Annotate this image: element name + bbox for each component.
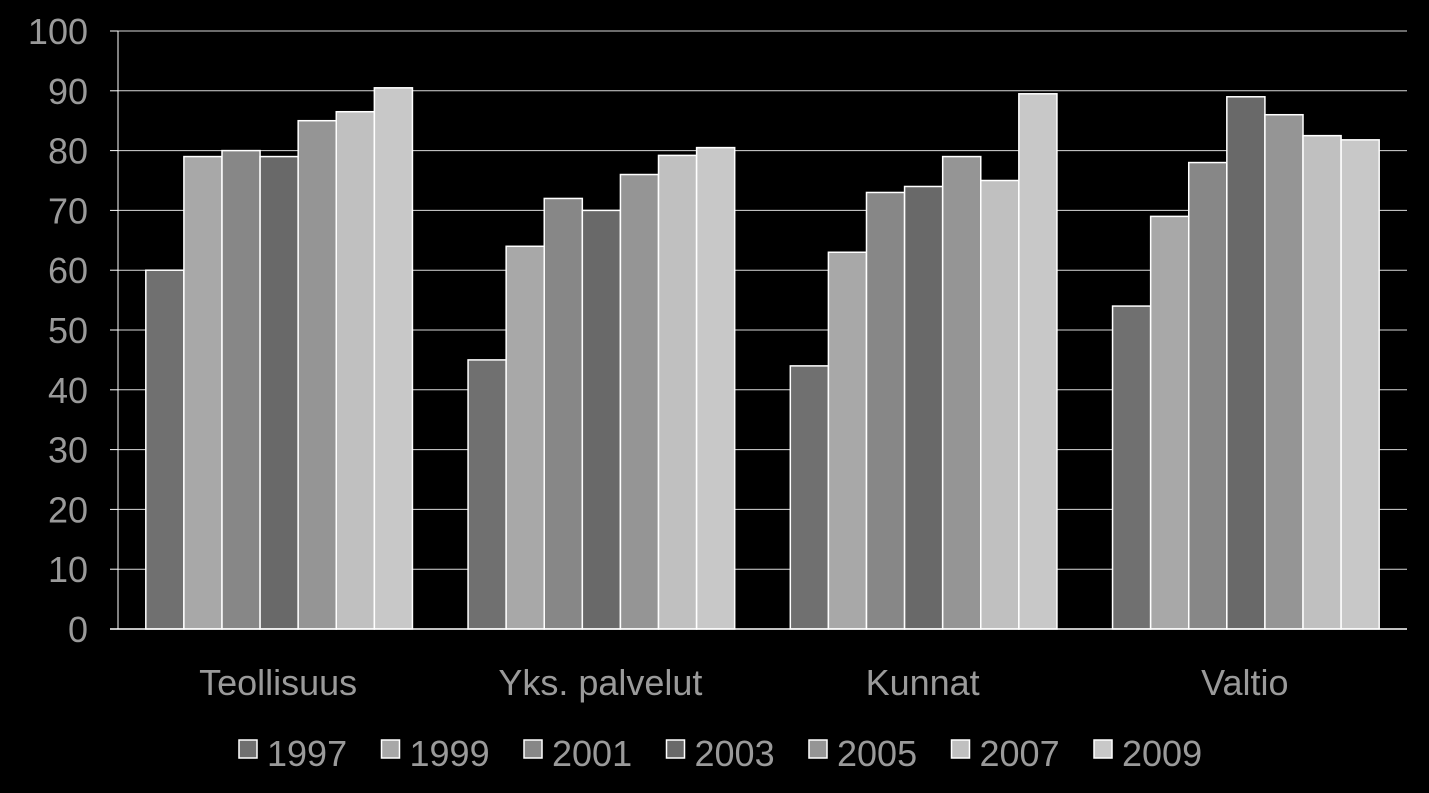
x-tick-label: Yks. palvelut xyxy=(498,662,702,703)
bar-2001-3 xyxy=(1187,161,1228,630)
bar-2007-2 xyxy=(980,179,1020,630)
bar-1997-2 xyxy=(789,365,830,630)
bar-2001-0 xyxy=(221,149,261,630)
bar-2003-2 xyxy=(903,185,944,630)
y-tick-label: 60 xyxy=(48,250,88,291)
x-axis-ticks: Teollisuus Yks. palvelut Kunnat Valtio xyxy=(199,662,1288,703)
legend-swatch-2003 xyxy=(665,739,686,759)
bar-2009-3 xyxy=(1340,139,1380,630)
bar-2005-3 xyxy=(1264,113,1304,630)
bar-2003-1 xyxy=(581,209,622,630)
bar-2007-0 xyxy=(335,110,376,630)
x-tick-label: Kunnat xyxy=(866,662,980,703)
legend-label: 2007 xyxy=(980,733,1060,774)
bar-1997-0 xyxy=(145,269,185,630)
bar-1999-1 xyxy=(505,245,545,630)
legend-swatch-2009 xyxy=(1093,739,1113,759)
bar-2009-1 xyxy=(695,146,736,630)
y-tick-label: 20 xyxy=(48,489,88,530)
x-tick-label: Valtio xyxy=(1201,662,1288,703)
bar-2001-1 xyxy=(543,197,584,630)
bar-2003-0 xyxy=(259,155,299,630)
bar-2003-3 xyxy=(1226,96,1266,630)
bar-2005-0 xyxy=(297,119,338,630)
legend-swatch-2007 xyxy=(950,739,971,759)
bar-2007-1 xyxy=(657,154,698,630)
bar-2009-0 xyxy=(373,87,414,630)
bar-1999-0 xyxy=(183,155,223,630)
bar-1997-3 xyxy=(1111,305,1152,630)
legend-label: 1997 xyxy=(267,733,347,774)
y-tick-label: 70 xyxy=(48,190,88,231)
y-tick-label: 90 xyxy=(48,71,88,112)
y-tick-label: 50 xyxy=(48,310,88,351)
bar-1997-1 xyxy=(467,359,507,630)
legend-swatch-2001 xyxy=(523,739,543,759)
y-tick-label: 30 xyxy=(48,430,88,471)
bar-2009-2 xyxy=(1018,93,1058,630)
bars xyxy=(110,87,1407,630)
y-tick-label: 0 xyxy=(68,609,88,650)
legend-swatch-2005 xyxy=(808,739,828,759)
y-tick-label: 100 xyxy=(28,11,88,52)
bar-2005-1 xyxy=(619,173,660,630)
y-axis-ticks: 0 10 20 30 40 50 60 70 80 90 100 xyxy=(28,11,88,650)
bar-2007-3 xyxy=(1302,134,1342,630)
x-tick-label: Teollisuus xyxy=(199,662,357,703)
bar-1999-3 xyxy=(1149,215,1190,630)
legend-label: 2003 xyxy=(695,733,775,774)
bar-2005-2 xyxy=(941,155,982,630)
bar-2001-2 xyxy=(865,191,906,630)
y-tick-label: 10 xyxy=(48,549,88,590)
legend: 1997 1999 2001 2003 2005 2007 2009 xyxy=(238,733,1202,774)
legend-label: 1999 xyxy=(410,733,490,774)
legend-label: 2009 xyxy=(1122,733,1202,774)
y-tick-label: 40 xyxy=(48,370,88,411)
y-tick-label: 80 xyxy=(48,131,88,172)
legend-label: 2001 xyxy=(552,733,632,774)
legend-swatch-1999 xyxy=(380,739,401,759)
legend-label: 2005 xyxy=(837,733,917,774)
legend-swatch-1997 xyxy=(238,739,258,759)
bar-1999-2 xyxy=(827,251,868,630)
